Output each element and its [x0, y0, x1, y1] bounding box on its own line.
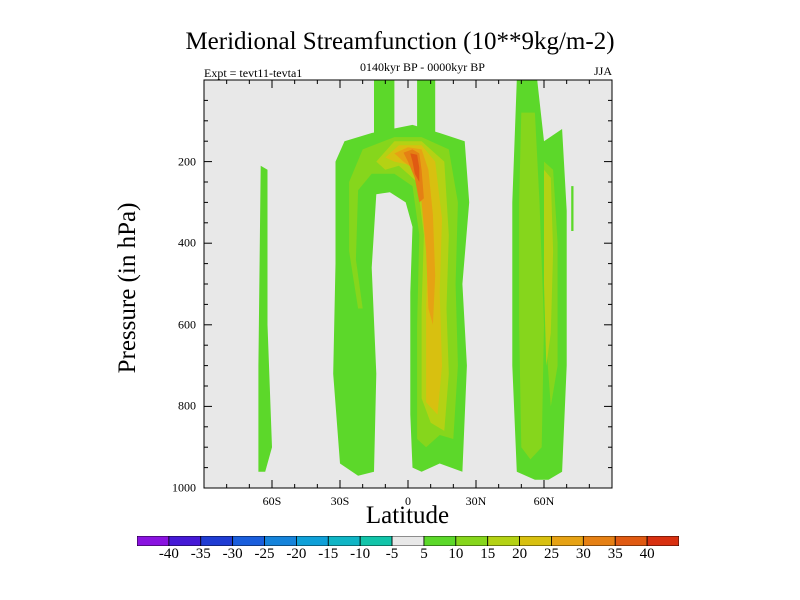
- contour-region-pos-trop-25: [394, 147, 436, 325]
- y-tick-label: 1000: [172, 480, 196, 495]
- colorbar-swatch: [551, 536, 584, 546]
- contour-region-pos-sh-midlat: [258, 165, 272, 472]
- x-tick-label: 0: [405, 494, 411, 508]
- colorbar-label: 15: [480, 546, 496, 562]
- y-axis-label: Pressure (in hPa): [114, 202, 141, 374]
- colorbar-swatch: [200, 536, 234, 546]
- y-tick-label: 800: [178, 398, 196, 413]
- experiment-label: Expt = tevt11-tevta1: [204, 66, 303, 80]
- colorbar-swatch: [327, 536, 361, 546]
- colorbar-swatch: [168, 536, 202, 546]
- colorbar-label: -10: [350, 546, 371, 562]
- colorbar-label: 35: [607, 546, 623, 562]
- colorbar-swatch: [487, 536, 520, 546]
- y-tick-label: 200: [178, 154, 196, 169]
- time-range-subtitle: 0140kyr BP - 0000kyr BP: [360, 60, 485, 74]
- colorbar-label: -35: [190, 546, 211, 562]
- season-label: JJA: [594, 64, 613, 78]
- contour-region-pos-trop-30: [403, 149, 424, 203]
- chart-title: Meridional Streamfunction (10**9kg/m-2): [185, 28, 615, 55]
- colorbar-label: -15: [318, 546, 339, 562]
- plot-frame: [203, 79, 613, 489]
- contour-region-neg-tongue-far-sh-1: [219, 80, 232, 472]
- colorbar-label: 40: [639, 546, 655, 562]
- contour-region-pos-right-sliver: [571, 186, 574, 231]
- colorbar-swatch: [614, 536, 648, 546]
- colorbar-swatch: [137, 536, 170, 546]
- colorbar-swatch: [359, 536, 393, 546]
- x-tick-label: 30S: [330, 494, 350, 508]
- colorbar-swatch: [646, 536, 679, 546]
- colorbar-label: 5: [420, 546, 428, 562]
- y-tick-label: 400: [178, 235, 196, 250]
- x-tick-label: 60N: [533, 494, 555, 508]
- colorbar-swatch: [519, 536, 552, 546]
- contour-region-neg-tongue-mid-sh: [292, 80, 327, 468]
- contour-region-neg-core-tropics: [389, 206, 408, 468]
- contour-region-neg-tongue-far-sh-2: [233, 80, 241, 448]
- colorbar-label: -40: [158, 546, 179, 562]
- colorbar-swatch: [423, 536, 457, 546]
- colorbar-label: -5: [385, 546, 399, 562]
- x-tick-label: 30N: [465, 494, 487, 508]
- colorbar-swatch: [296, 536, 329, 546]
- colorbar-label: -30: [222, 546, 243, 562]
- colorbar-swatch: [264, 536, 297, 546]
- colorbar-label: 20: [512, 546, 528, 562]
- colorbar-swatch: [232, 536, 265, 546]
- colorbar-swatch: [391, 536, 425, 546]
- contour-region-pos-trop-35: [410, 153, 420, 182]
- colorbar-label: 30: [575, 546, 591, 562]
- colorbar-label: -25: [254, 546, 275, 562]
- contour-region-pos-top-band-2: [417, 80, 436, 142]
- colorbar-label: -20: [286, 546, 307, 562]
- x-axis-label: Latitude: [365, 502, 450, 529]
- colorbar-swatch: [455, 536, 489, 546]
- colorbar: [137, 536, 679, 546]
- contour-region-pos-nh-10: [519, 112, 544, 460]
- colorbar-label: 25: [543, 546, 559, 562]
- contour-region-pos-top-band-1: [374, 80, 395, 142]
- colorbar-label: 10: [448, 546, 464, 562]
- x-tick-label: 60S: [262, 494, 282, 508]
- contour-region-pos-nh-15: [544, 169, 554, 366]
- colorbar-swatch: [582, 536, 616, 546]
- y-tick-label: 600: [178, 317, 196, 332]
